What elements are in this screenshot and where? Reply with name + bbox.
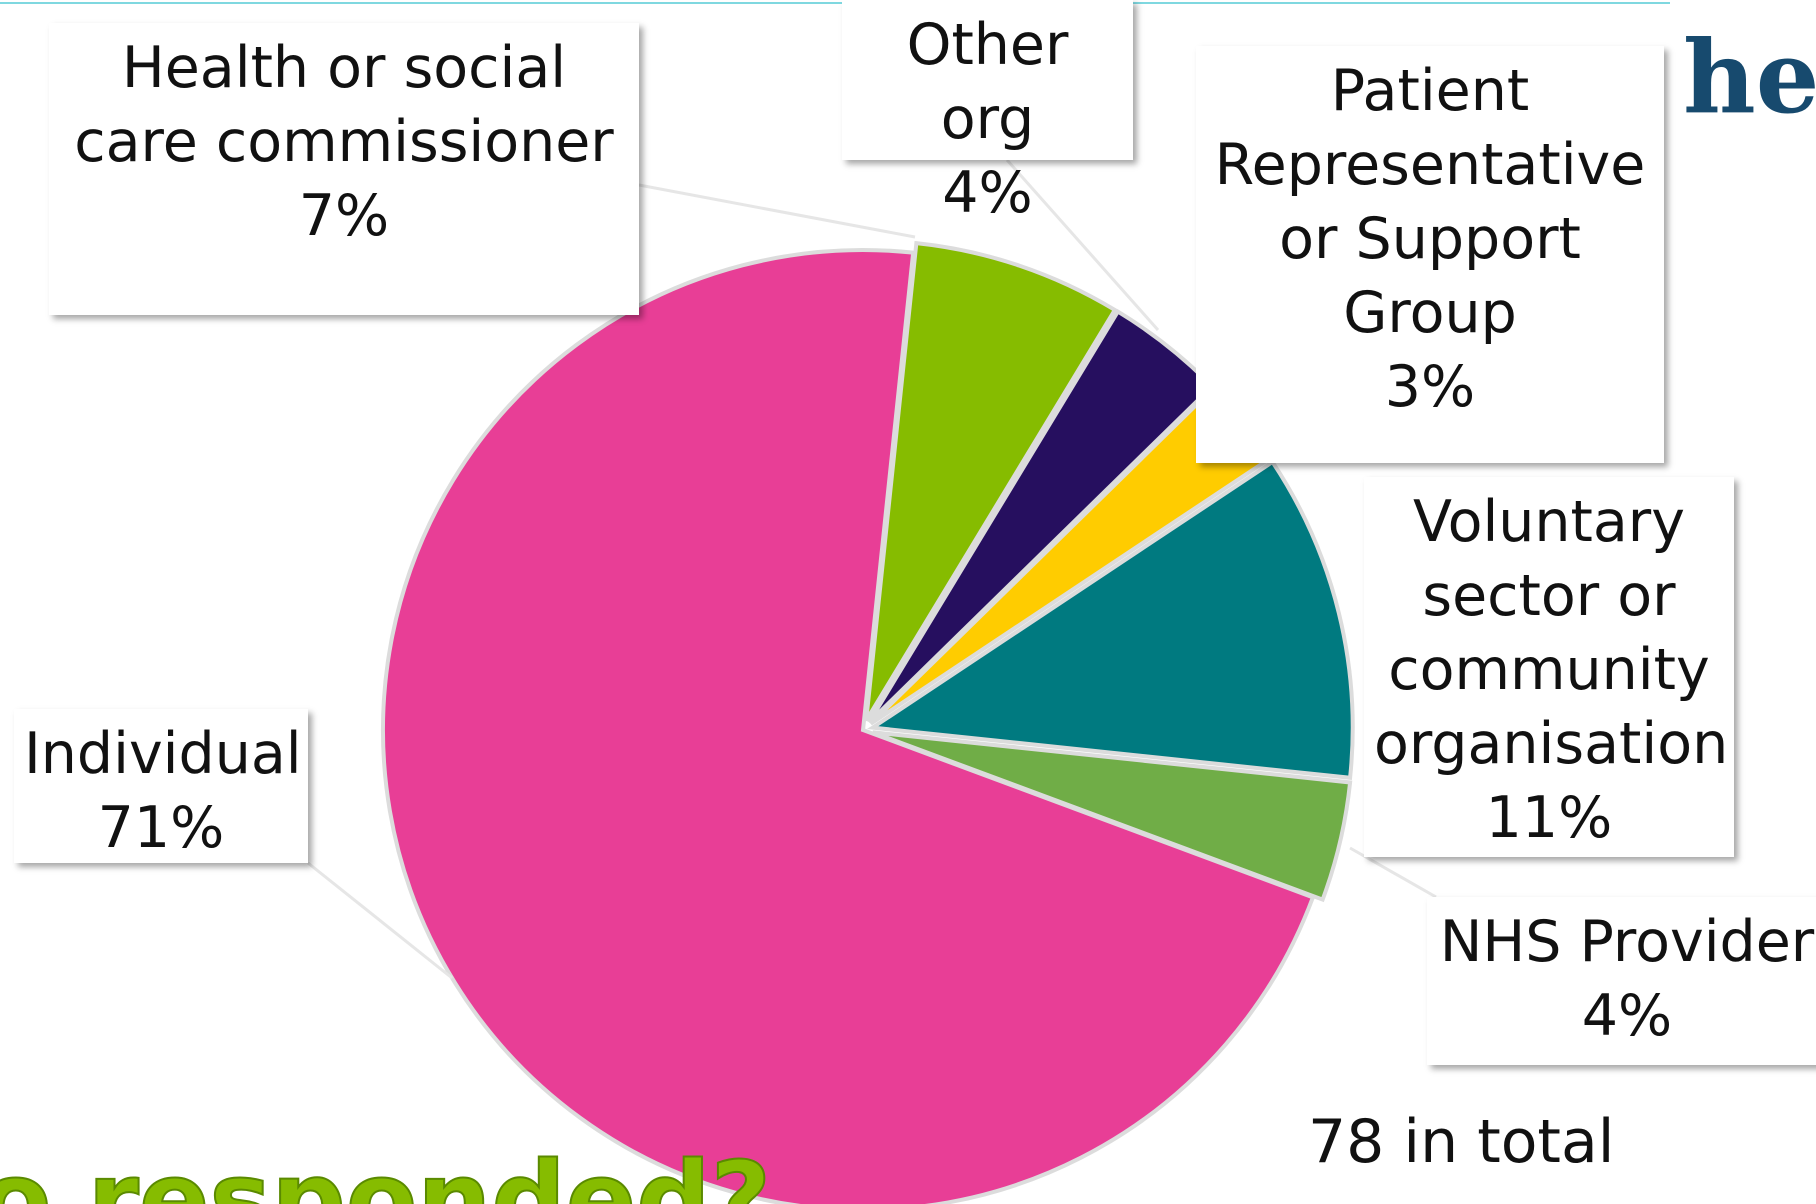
- leader-line: [638, 183, 916, 239]
- data-label: Patient Representative or Support Group 3…: [1196, 46, 1664, 463]
- label-name: Voluntary sector or community organisati…: [1374, 489, 1729, 777]
- data-label: Other org 4%: [842, 0, 1133, 226]
- pie-slice: [866, 459, 1355, 780]
- label-value: 4%: [1581, 983, 1673, 1049]
- data-label: Voluntary sector or community organisati…: [1364, 477, 1734, 857]
- logo: hea: [1683, 18, 1816, 136]
- data-label: NHS Provider 4%: [1427, 897, 1816, 1065]
- label-value: 71%: [97, 795, 225, 861]
- label-name: Health or social care commissioner: [74, 35, 614, 175]
- annotation: 78 in total: [1308, 1107, 1614, 1177]
- label-value: 11%: [1485, 785, 1613, 851]
- label-name: NHS Provider: [1439, 909, 1815, 975]
- pie-slice: [381, 248, 1316, 1204]
- label-value: 7%: [298, 183, 390, 249]
- leader-line: [307, 861, 453, 980]
- leader-line: [1005, 159, 1160, 331]
- data-label: Health or social care commissioner 7%: [49, 23, 639, 315]
- label-name: Individual: [24, 721, 302, 787]
- label-value: 3%: [1384, 354, 1476, 420]
- title: o responded?: [0, 1139, 771, 1204]
- label-value: 4%: [942, 160, 1033, 226]
- label-name: Patient Representative or Support Group: [1214, 58, 1646, 346]
- label-name: Other org: [906, 12, 1069, 152]
- pie: [381, 240, 1355, 1204]
- pie-slice: [872, 730, 1353, 903]
- pie-slice: [864, 240, 1118, 722]
- data-label: Individual 71%: [14, 709, 308, 863]
